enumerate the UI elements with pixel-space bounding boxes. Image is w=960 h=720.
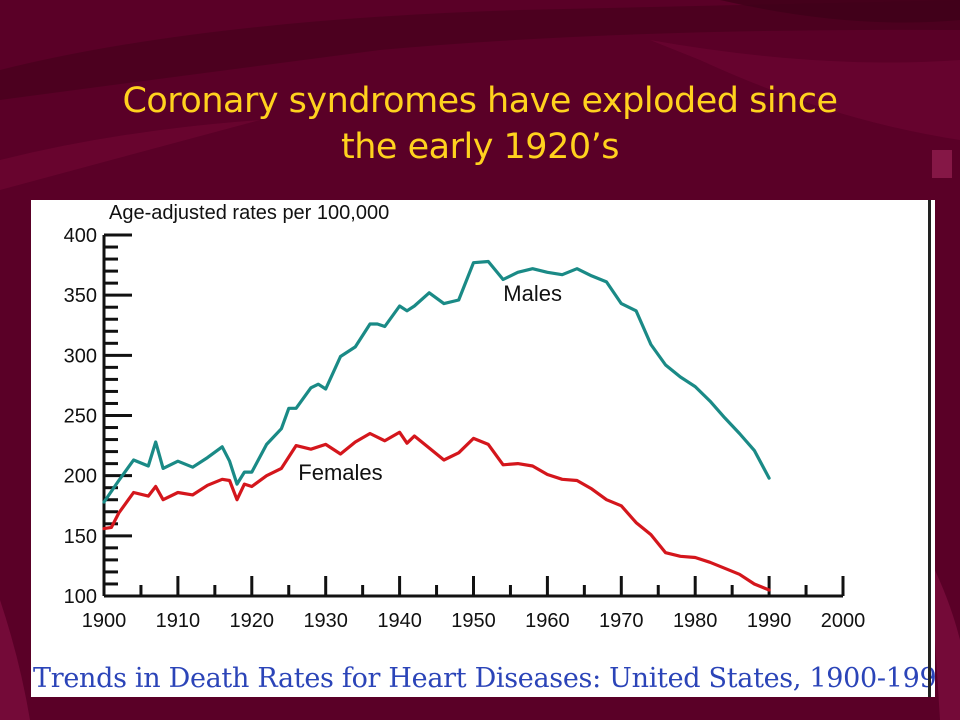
series-line-males — [102, 259, 771, 504]
chart-panel: 100 150 200 250 300 350 400 1900 1910 1920 1930 194… — [31, 200, 935, 697]
y-axis-label: Age-adjusted rates per 100,000 — [109, 202, 389, 224]
slide-title: Coronary syndromes have exploded since t… — [40, 78, 920, 170]
x-tick-label: 1910 — [156, 610, 201, 632]
y-tick-label: 100 — [64, 586, 97, 608]
panel-edge-line — [928, 200, 931, 697]
slide-title-line-1: Coronary syndromes have exploded since — [122, 81, 838, 121]
x-tick-label: 1930 — [303, 610, 348, 632]
y-tick-label: 200 — [64, 466, 97, 488]
y-tick-label: 300 — [64, 345, 97, 367]
death-rate-line-chart: 100 150 200 250 300 350 400 1900 1910 1920 1930 194… — [64, 202, 866, 632]
x-tick-label: 1980 — [673, 610, 718, 632]
y-tick-label: 150 — [64, 526, 97, 548]
series-label-males: Males — [503, 281, 562, 306]
y-tick-label: 400 — [64, 225, 97, 247]
chart-caption: Trends in Death Rates for Heart Diseases… — [33, 663, 935, 694]
series-line-females — [102, 430, 771, 592]
y-tick-label: 250 — [64, 406, 97, 428]
x-tick-label: 1900 — [82, 610, 127, 632]
x-tick-label: 1920 — [230, 610, 275, 632]
x-tick-label: 2000 — [821, 610, 866, 632]
x-tick-label: 1950 — [451, 610, 496, 632]
x-tick-label: 1960 — [525, 610, 570, 632]
series-label-females: Females — [298, 460, 382, 485]
slide-title-line-2: the early 1920’s — [341, 127, 619, 167]
x-tick-label: 1940 — [377, 610, 422, 632]
x-tick-label: 1990 — [747, 610, 792, 632]
y-tick-label: 350 — [64, 285, 97, 307]
x-tick-label: 1970 — [599, 610, 644, 632]
